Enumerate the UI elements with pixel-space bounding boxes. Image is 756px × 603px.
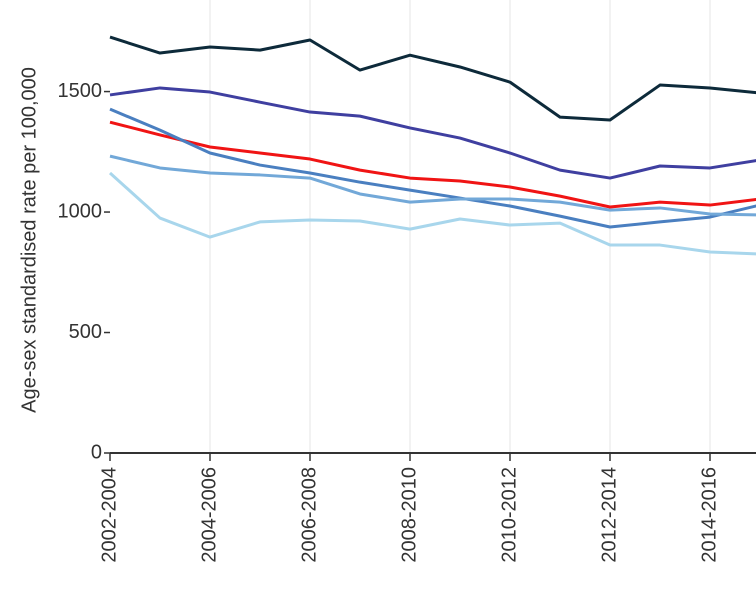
- y-tick-label: 1500: [58, 80, 103, 102]
- x-tick-label: 2012-2014: [598, 467, 620, 563]
- series-line: [109, 154, 756, 217]
- x-tick-label: 2004-2006: [198, 467, 220, 563]
- series-line: [108, 171, 756, 256]
- y-tick-label: 500: [69, 321, 102, 343]
- series-line: [109, 86, 756, 180]
- y-axis-label: Age-sex standardised rate per 100,000: [18, 67, 40, 413]
- x-tick-label: 2014-2016: [698, 467, 720, 563]
- x-tick-label: 2008-2010: [398, 467, 420, 563]
- y-tick-label: 0: [91, 441, 102, 463]
- x-tick-label: 2006-2008: [298, 467, 320, 563]
- series-line: [109, 120, 756, 209]
- x-tick-label: 2002-2004: [98, 467, 120, 563]
- x-tick-label: 2010-2012: [498, 467, 520, 563]
- series-line: [109, 35, 756, 122]
- series-line: [109, 107, 756, 229]
- y-tick-label: 1000: [58, 200, 103, 222]
